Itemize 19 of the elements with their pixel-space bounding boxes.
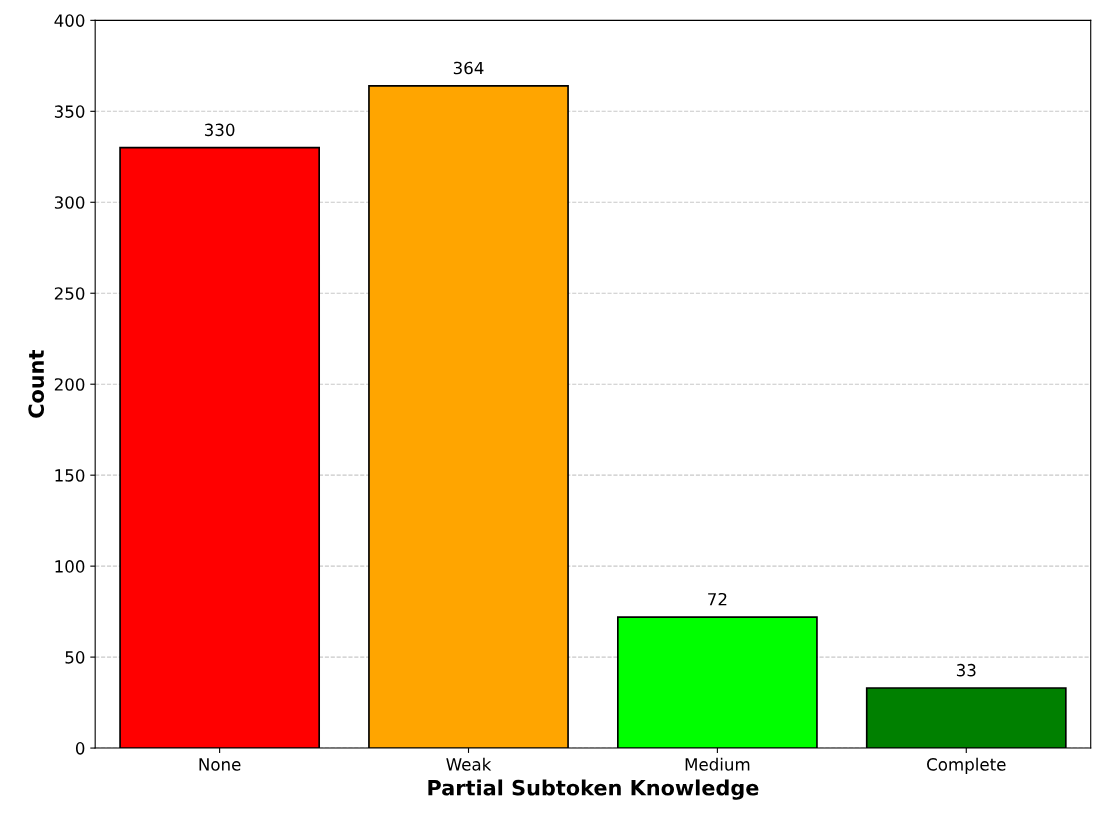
y-tick-label: 200 [54, 378, 85, 391]
y-tick-label: 250 [54, 287, 85, 300]
y-tick-label: 100 [55, 560, 85, 573]
x-tick-label: Complete [927, 757, 1006, 774]
y-tick-label: 150 [55, 469, 85, 482]
y-tick-label: 400 [54, 14, 85, 27]
y-tick-label: 350 [54, 105, 85, 118]
data-label: 330 [204, 123, 235, 137]
x-tick-label: Medium [685, 757, 750, 771]
y-tick-label: 0 [75, 742, 85, 755]
x-tick-label: None [199, 758, 241, 771]
y-tick-label: 50 [65, 651, 85, 664]
x-axis-title: Partial Subtoken Knowledge [428, 779, 759, 800]
y-axis-title: Count [28, 350, 45, 418]
y-tick-label: 300 [54, 196, 85, 209]
data-label: 33 [956, 663, 976, 677]
data-label: 364 [453, 61, 484, 75]
x-tick-label: Weak [446, 757, 492, 771]
data-label: 72 [708, 592, 727, 606]
